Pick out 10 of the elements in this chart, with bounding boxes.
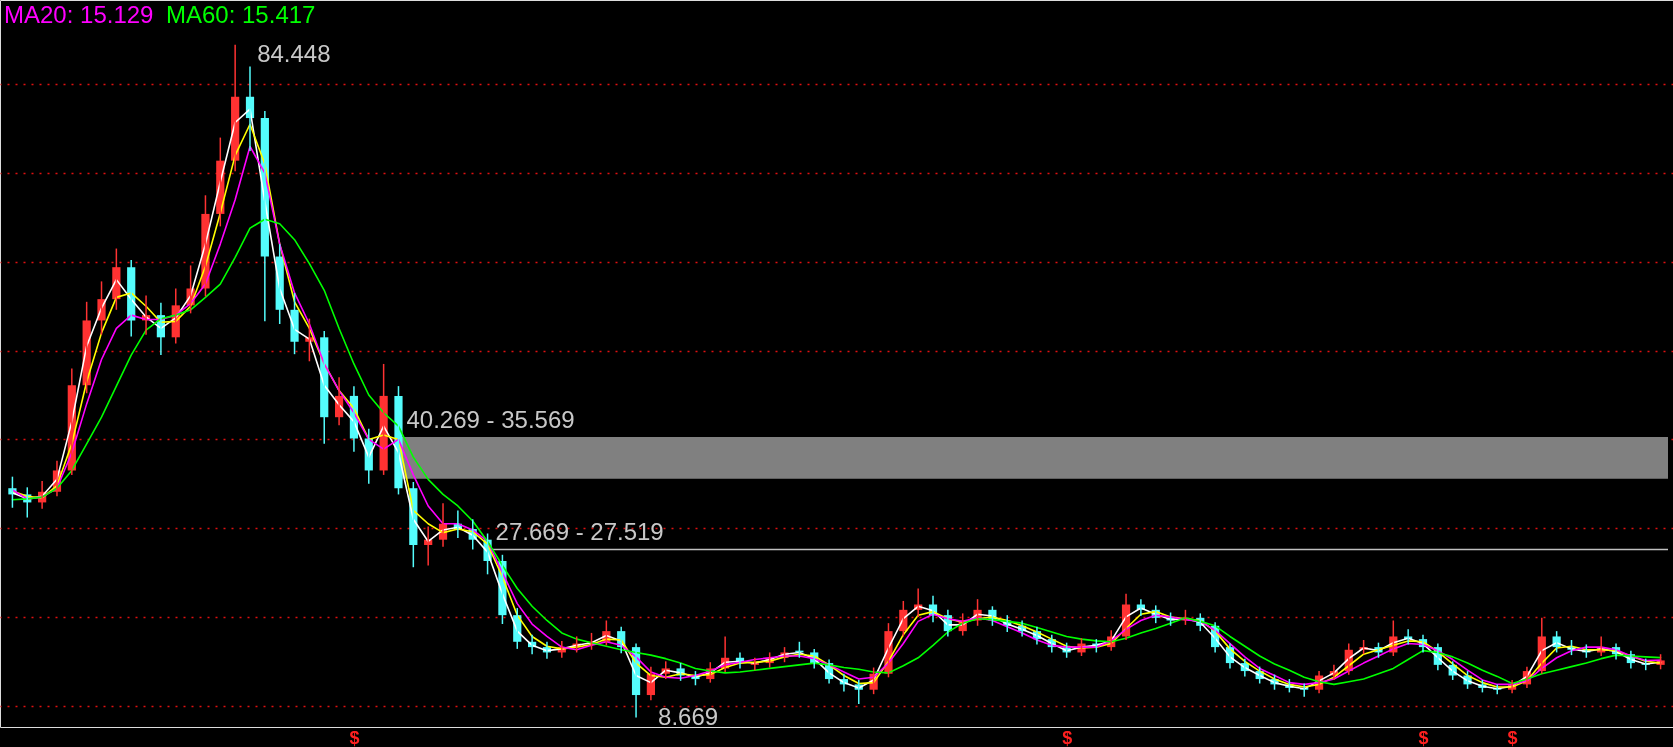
text: MA60: 15.417 [165,1,316,28]
x-tick-label: $ [1507,727,1518,747]
band-label: 40.269 - 35.569 [406,406,575,434]
x-tick-label: $ [1062,727,1073,747]
text: 8.669 [658,702,719,730]
x-tick-label: $ [349,727,360,747]
band-label: 27.669 - 27.519 [495,517,664,545]
text: 84.448 [257,39,331,67]
x-tick-label: $ [1418,727,1429,747]
text: MA20: 15.129 [4,1,154,28]
